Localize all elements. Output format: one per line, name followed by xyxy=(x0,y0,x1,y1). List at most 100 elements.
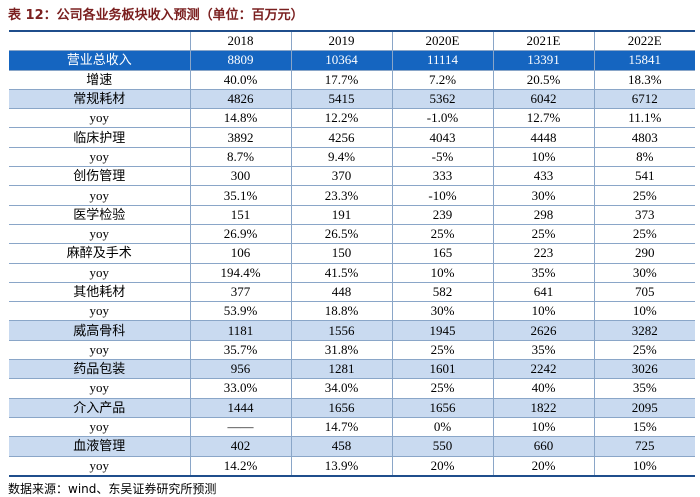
value-cell: 333 xyxy=(391,166,493,187)
table-title: 表 12：公司各业务板块收入预测（单位：百万元） xyxy=(8,8,304,23)
value-cell: 30% xyxy=(492,185,594,206)
value-cell: 1656 xyxy=(290,398,392,418)
value-cell: 23.3% xyxy=(290,185,392,206)
table-row: 其他耗材 377 448 582 641 705 xyxy=(9,282,695,303)
value-cell: 31.8% xyxy=(290,340,392,361)
value-cell: 3892 xyxy=(189,127,291,148)
row-label: 威高骨科 xyxy=(9,320,190,341)
value-cell: 1601 xyxy=(391,359,493,380)
value-cell: 18.8% xyxy=(290,301,392,322)
value-cell: 33.0% xyxy=(189,378,291,399)
value-cell: 705 xyxy=(593,282,695,303)
value-cell: 1281 xyxy=(290,359,392,380)
value-cell: 25% xyxy=(593,224,695,245)
value-cell: 290 xyxy=(593,243,695,264)
value-cell: 5415 xyxy=(290,89,392,110)
value-cell: 1556 xyxy=(290,320,392,341)
row-label: 创伤管理 xyxy=(9,166,190,187)
value-cell: 956 xyxy=(189,359,291,380)
table-row: 医学检验 151 191 239 298 373 xyxy=(9,205,695,225)
table-row: yoy 14.2% 13.9% 20% 20% 10% xyxy=(9,456,695,477)
row-label: 药品包装 xyxy=(9,359,190,380)
value-cell: 25% xyxy=(391,340,493,361)
value-cell: -10% xyxy=(391,185,493,206)
row-label: yoy xyxy=(9,378,190,399)
value-cell: 14.7% xyxy=(290,417,392,438)
value-cell: 725 xyxy=(593,436,695,457)
value-cell: 8% xyxy=(593,147,695,168)
table-row: yoy 35.1% 23.3% -10% 30% 25% xyxy=(9,185,695,206)
value-cell: 25% xyxy=(492,224,594,245)
value-cell: 12.7% xyxy=(492,108,594,129)
table-row: yoy 53.9% 18.8% 30% 10% 10% xyxy=(9,301,695,322)
value-cell: 4803 xyxy=(593,127,695,148)
table-row: 增速 40.0% 17.7% 7.2% 20.5% 18.3% xyxy=(9,70,695,90)
table-row: 威高骨科 1181 1556 1945 2626 3282 xyxy=(9,320,695,341)
value-cell: 1656 xyxy=(391,398,493,418)
value-cell: 5362 xyxy=(391,89,493,110)
table-row: 营业总收入 8809 10364 11114 13391 15841 xyxy=(9,50,695,71)
value-cell: 377 xyxy=(189,282,291,303)
value-cell: 10% xyxy=(492,417,594,438)
value-cell: 41.5% xyxy=(290,263,392,283)
row-label: yoy xyxy=(9,456,190,477)
table-row: 血液管理 402 458 550 660 725 xyxy=(9,436,695,457)
value-cell: -5% xyxy=(391,147,493,168)
value-cell: 10% xyxy=(492,301,594,322)
row-label: yoy xyxy=(9,301,190,322)
source-note: 数据来源：wind、东吴证券研究所预测 xyxy=(8,482,217,496)
table-row: yoy —— 14.7% 0% 10% 15% xyxy=(9,417,695,438)
row-label: 麻醉及手术 xyxy=(9,243,190,264)
row-label: yoy xyxy=(9,185,190,206)
table-row: yoy 26.9% 26.5% 25% 25% 25% xyxy=(9,224,695,245)
table-row: yoy 8.7% 9.4% -5% 10% 8% xyxy=(9,147,695,168)
header-cell: 2019 xyxy=(290,30,392,52)
value-cell: 194.4% xyxy=(189,263,291,283)
row-label: 介入产品 xyxy=(9,398,190,418)
value-cell: 165 xyxy=(391,243,493,264)
row-label: 常规耗材 xyxy=(9,89,190,110)
forecast-table: 2018 2019 2020E 2021E 2022E 营业总收入 8809 10364 11… xyxy=(9,30,695,477)
value-cell: 18.3% xyxy=(593,70,695,90)
value-cell: 13391 xyxy=(492,50,594,71)
table-row: yoy 33.0% 34.0% 25% 40% 35% xyxy=(9,378,695,399)
value-cell: 373 xyxy=(593,205,695,225)
table-row: yoy 194.4% 41.5% 10% 35% 30% xyxy=(9,263,695,283)
table-row: 常规耗材 4826 5415 5362 6042 6712 xyxy=(9,89,695,110)
value-cell: 8809 xyxy=(189,50,291,71)
value-cell: 15841 xyxy=(593,50,695,71)
row-label: yoy xyxy=(9,340,190,361)
value-cell: 458 xyxy=(290,436,392,457)
header-row: 2018 2019 2020E 2021E 2022E xyxy=(9,30,695,52)
value-cell: 6712 xyxy=(593,89,695,110)
value-cell: 4448 xyxy=(492,127,594,148)
value-cell: 150 xyxy=(290,243,392,264)
value-cell: 13.9% xyxy=(290,456,392,477)
value-cell: 26.9% xyxy=(189,224,291,245)
row-label: yoy xyxy=(9,417,190,438)
value-cell: 550 xyxy=(391,436,493,457)
value-cell: 17.7% xyxy=(290,70,392,90)
value-cell: 2242 xyxy=(492,359,594,380)
value-cell: 14.8% xyxy=(189,108,291,129)
value-cell: 541 xyxy=(593,166,695,187)
value-cell: 25% xyxy=(391,378,493,399)
row-label: yoy xyxy=(9,263,190,283)
value-cell: 1444 xyxy=(189,398,291,418)
value-cell: -1.0% xyxy=(391,108,493,129)
value-cell: 25% xyxy=(391,224,493,245)
value-cell: 402 xyxy=(189,436,291,457)
table-row: 介入产品 1444 1656 1656 1822 2095 xyxy=(9,398,695,418)
header-cell xyxy=(9,30,190,52)
value-cell: 11114 xyxy=(391,50,493,71)
value-cell: 3026 xyxy=(593,359,695,380)
value-cell: 191 xyxy=(290,205,392,225)
value-cell: 3282 xyxy=(593,320,695,341)
value-cell: 9.4% xyxy=(290,147,392,168)
value-cell: 10% xyxy=(492,147,594,168)
value-cell: 1822 xyxy=(492,398,594,418)
table-row: yoy 14.8% 12.2% -1.0% 12.7% 11.1% xyxy=(9,108,695,129)
value-cell: 14.2% xyxy=(189,456,291,477)
row-label: 增速 xyxy=(9,70,190,90)
value-cell: 1945 xyxy=(391,320,493,341)
